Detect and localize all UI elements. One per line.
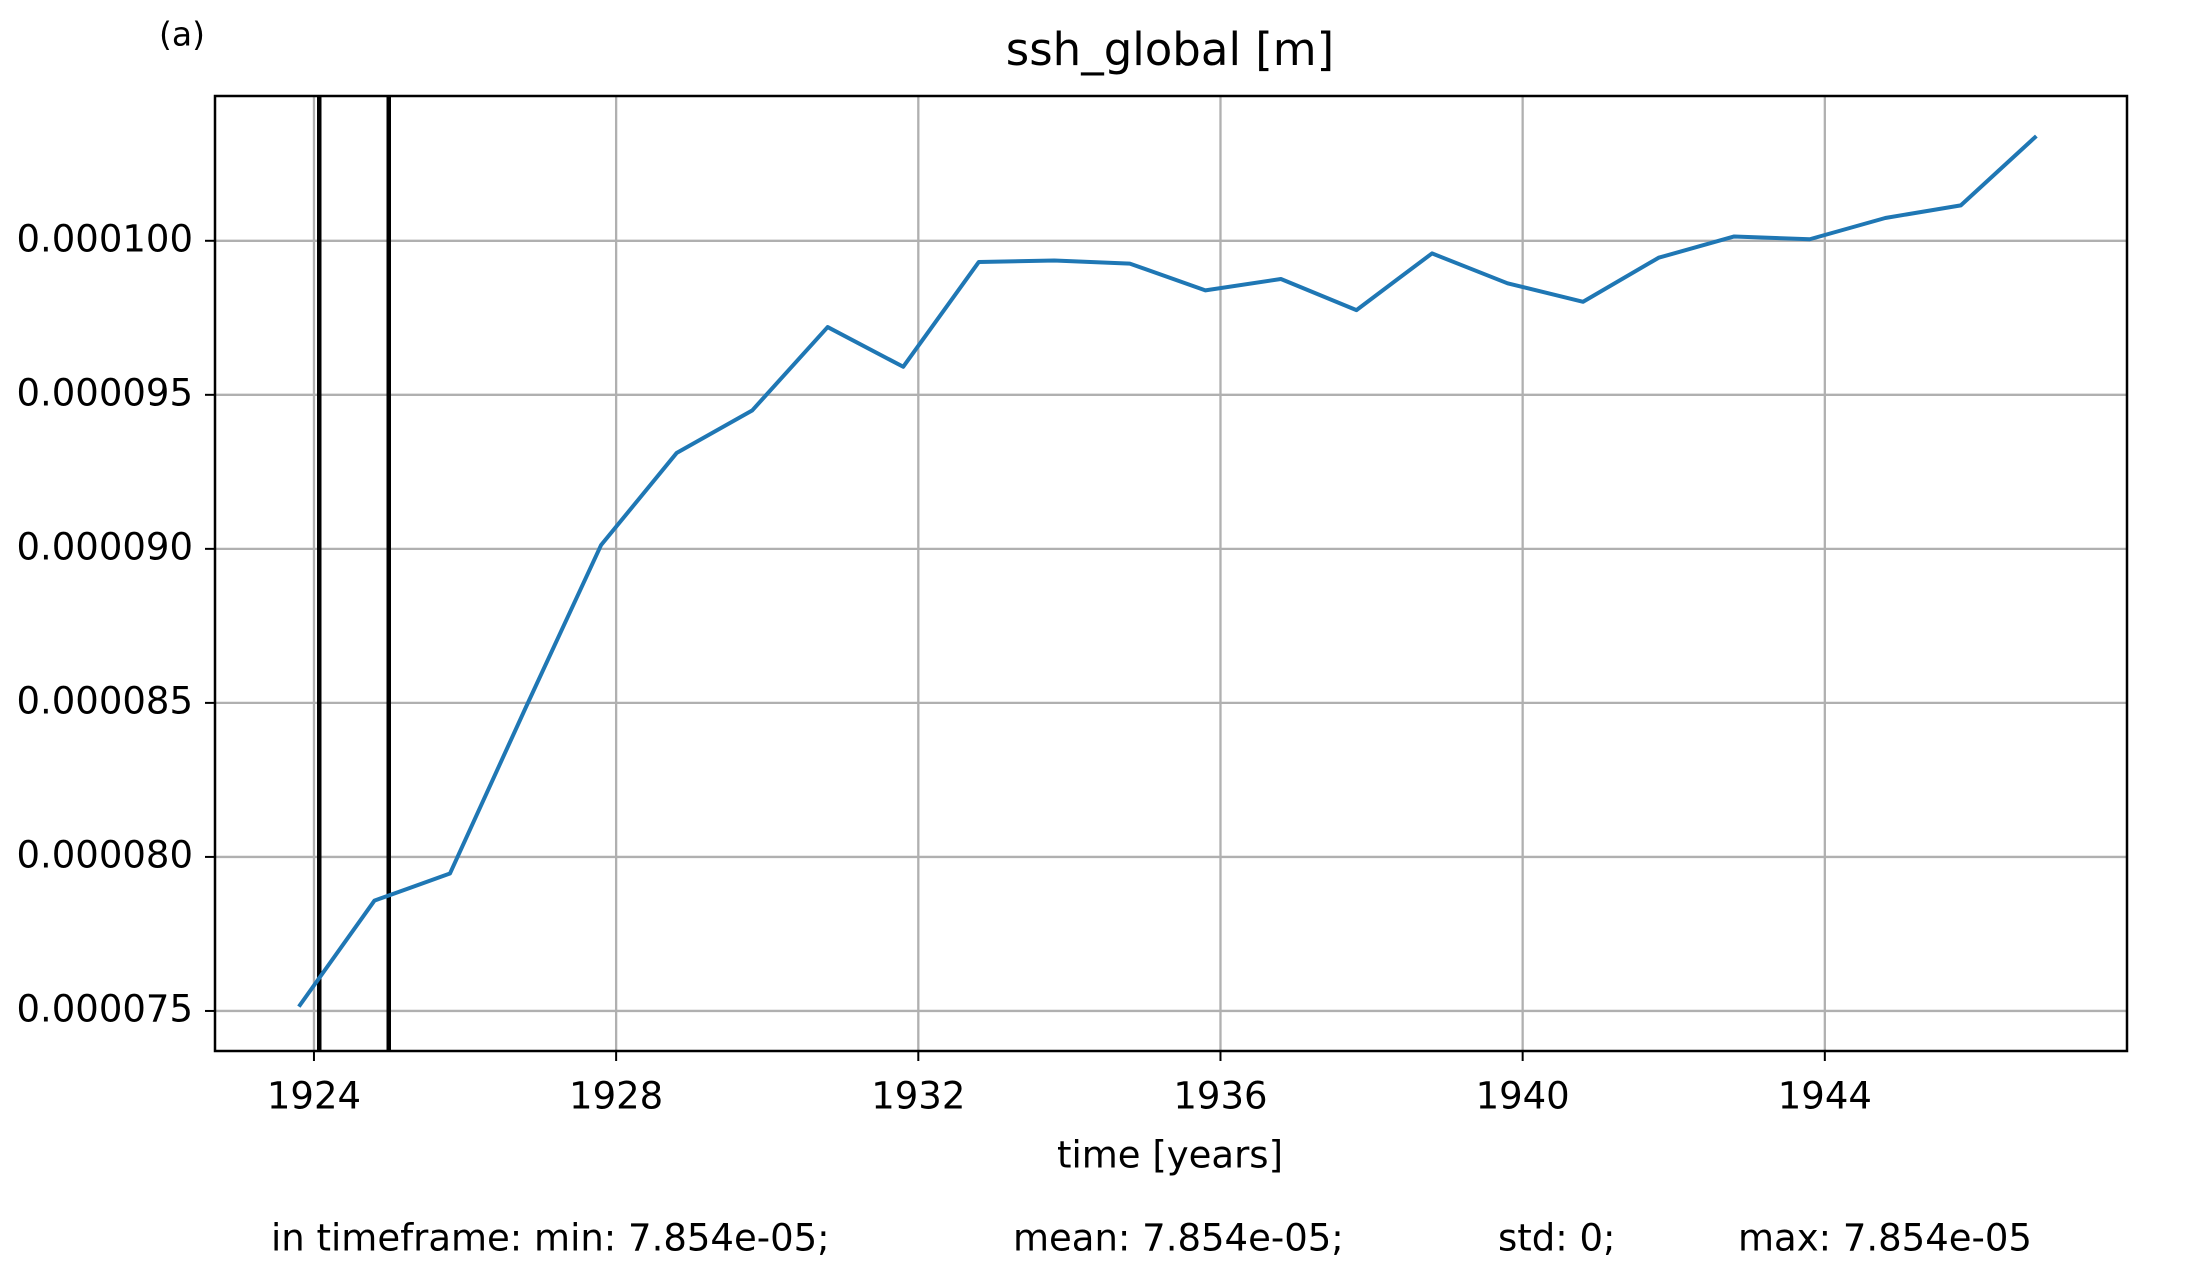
x-tick-label: 1928 [569,1075,663,1118]
y-tick-label: 0.000080 [16,833,193,876]
data-line [297,134,2038,1008]
footer-stat: mean: 7.854e-05; [1013,1217,1344,1260]
y-tick-label: 0.000075 [16,987,193,1030]
y-tick-label: 0.000095 [16,371,193,414]
footer-stat: std: 0; [1498,1217,1616,1260]
x-tick-label: 1932 [871,1075,965,1118]
footer-stat: in timeframe: min: 7.854e-05; [271,1217,830,1260]
y-tick-label: 0.000100 [16,217,193,260]
y-tick-label: 0.000090 [16,525,193,568]
y-tick-label: 0.000085 [16,679,193,722]
plot-frame [213,94,2129,1053]
x-tick-label: 1936 [1173,1075,1267,1118]
x-tick-label: 1940 [1476,1075,1570,1118]
chart-title: ssh_global [m] [1006,23,1334,76]
x-axis-label: time [years] [1057,1134,1283,1177]
footer-stat: max: 7.854e-05 [1738,1217,2032,1260]
panel-label: (a) [159,15,205,54]
x-tick-label: 1944 [1778,1075,1872,1118]
x-tick-label: 1924 [267,1075,361,1118]
